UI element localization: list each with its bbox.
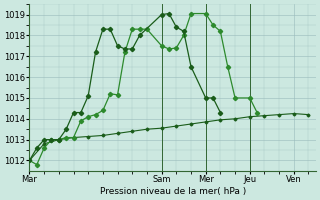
X-axis label: Pression niveau de la mer( hPa ): Pression niveau de la mer( hPa ) <box>100 187 246 196</box>
